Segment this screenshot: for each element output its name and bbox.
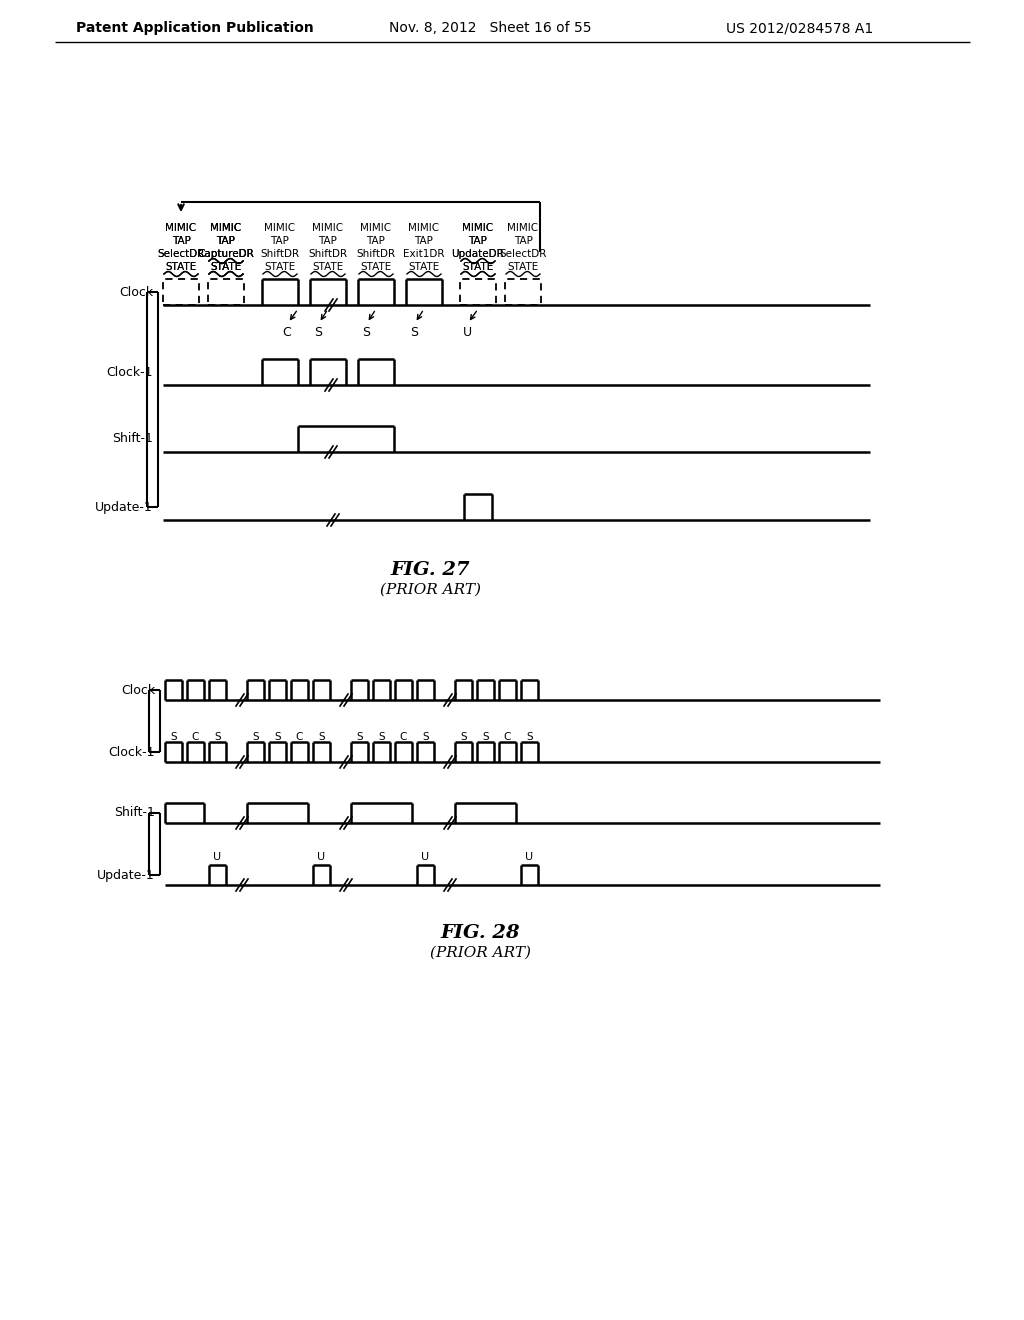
Text: Shift-1: Shift-1 [112, 433, 153, 446]
Text: TAP: TAP [514, 236, 532, 246]
Text: MIMIC: MIMIC [312, 223, 344, 234]
Text: SelectDR: SelectDR [158, 249, 205, 259]
Text: US 2012/0284578 A1: US 2012/0284578 A1 [726, 21, 873, 36]
Text: Clock-1: Clock-1 [106, 366, 153, 379]
Text: U: U [213, 851, 221, 862]
Text: Patent Application Publication: Patent Application Publication [76, 21, 314, 36]
Text: STATE: STATE [165, 261, 197, 272]
Text: CaptureDR: CaptureDR [198, 249, 254, 259]
Text: STATE: STATE [210, 261, 242, 272]
Bar [163, 279, 199, 305]
Text: TAP: TAP [367, 236, 385, 246]
Text: Clock: Clock [121, 684, 155, 697]
Text: TAP: TAP [216, 236, 236, 246]
Text: S: S [362, 326, 370, 339]
Text: CaptureDR: CaptureDR [198, 249, 254, 259]
Text: SelectDR: SelectDR [158, 249, 205, 259]
Text: TAP: TAP [318, 236, 338, 246]
Text: Clock: Clock [119, 285, 153, 298]
Text: MIMIC: MIMIC [360, 223, 391, 234]
Text: ShiftDR: ShiftDR [356, 249, 395, 259]
Text: C: C [191, 733, 200, 742]
Text: S: S [378, 733, 385, 742]
Text: FIG. 27: FIG. 27 [390, 561, 470, 579]
Text: MIMIC: MIMIC [211, 223, 242, 234]
Text: (PRIOR ART): (PRIOR ART) [429, 946, 530, 960]
Text: STATE: STATE [210, 261, 242, 272]
Text: Exit1DR: Exit1DR [403, 249, 444, 259]
Text: S: S [170, 733, 177, 742]
Text: ShiftDR: ShiftDR [308, 249, 347, 259]
Text: TAP: TAP [172, 236, 190, 246]
Text: FIG. 28: FIG. 28 [440, 924, 520, 942]
Text: S: S [460, 733, 467, 742]
Text: (PRIOR ART): (PRIOR ART) [380, 583, 480, 597]
Text: S: S [274, 733, 281, 742]
Text: S: S [314, 326, 322, 339]
Text: TAP: TAP [469, 236, 487, 246]
Text: STATE: STATE [463, 261, 494, 272]
Text: STATE: STATE [264, 261, 296, 272]
Text: TAP: TAP [216, 236, 236, 246]
Text: UpdateDR: UpdateDR [452, 249, 505, 259]
Text: STATE: STATE [210, 261, 242, 272]
Text: U: U [525, 851, 534, 862]
Text: TAP: TAP [469, 236, 487, 246]
Text: TAP: TAP [270, 236, 290, 246]
Text: ShiftDR: ShiftDR [260, 249, 300, 259]
Text: U: U [317, 851, 326, 862]
Text: MIMIC: MIMIC [211, 223, 242, 234]
Text: C: C [296, 733, 303, 742]
Text: CaptureDR: CaptureDR [198, 249, 254, 259]
Text: C: C [283, 326, 292, 339]
Text: MIMIC: MIMIC [463, 223, 494, 234]
Text: MIMIC: MIMIC [508, 223, 539, 234]
Text: STATE: STATE [360, 261, 391, 272]
Text: Clock-1: Clock-1 [109, 746, 155, 759]
Text: Update-1: Update-1 [95, 500, 153, 513]
Text: S: S [526, 733, 532, 742]
Bar [505, 279, 541, 305]
Text: U: U [422, 851, 429, 862]
Text: U: U [463, 326, 472, 339]
Text: MIMIC: MIMIC [166, 223, 197, 234]
Text: C: C [399, 733, 408, 742]
Text: S: S [482, 733, 488, 742]
Text: Shift-1: Shift-1 [114, 807, 155, 820]
Text: MIMIC: MIMIC [211, 223, 242, 234]
Text: MIMIC: MIMIC [264, 223, 296, 234]
Text: C: C [504, 733, 511, 742]
Text: S: S [252, 733, 259, 742]
Text: MIMIC: MIMIC [463, 223, 494, 234]
Text: Update-1: Update-1 [97, 869, 155, 882]
Text: TAP: TAP [415, 236, 433, 246]
Text: TAP: TAP [172, 236, 190, 246]
Bar [208, 279, 244, 305]
Text: S: S [422, 733, 429, 742]
Bar [460, 279, 496, 305]
Text: TAP: TAP [216, 236, 236, 246]
Text: MIMIC: MIMIC [166, 223, 197, 234]
Text: S: S [410, 326, 418, 339]
Text: MIMIC: MIMIC [409, 223, 439, 234]
Text: Nov. 8, 2012   Sheet 16 of 55: Nov. 8, 2012 Sheet 16 of 55 [389, 21, 591, 36]
Text: SelectDR: SelectDR [500, 249, 547, 259]
Text: S: S [214, 733, 221, 742]
Text: STATE: STATE [312, 261, 344, 272]
Text: STATE: STATE [507, 261, 539, 272]
Text: STATE: STATE [165, 261, 197, 272]
Text: STATE: STATE [463, 261, 494, 272]
Text: UpdateDR: UpdateDR [452, 249, 505, 259]
Text: S: S [356, 733, 362, 742]
Text: STATE: STATE [409, 261, 439, 272]
Text: S: S [318, 733, 325, 742]
